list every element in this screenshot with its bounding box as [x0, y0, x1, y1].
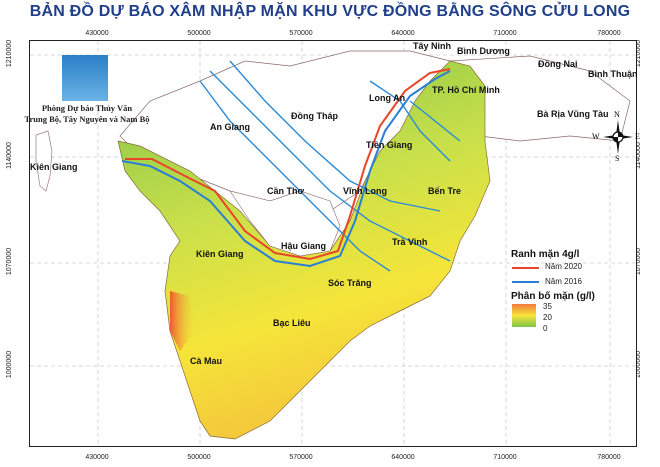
- x-tick: 640000: [391, 30, 415, 37]
- y-tick: 1140000: [5, 142, 13, 169]
- province-label-vinh-long: Vĩnh Long: [343, 186, 387, 196]
- ramp-tick-high: 35: [543, 302, 552, 311]
- province-label-hau-giang: Hậu Giang: [281, 241, 327, 251]
- province-label-ba-ria-vung-tau: Bà Rịa Vũng Tàu: [537, 109, 609, 119]
- province-label-dong-thap: Đồng Tháp: [291, 111, 338, 121]
- legend-2020-label: Năm 2020: [545, 262, 582, 271]
- y-tick: 1210000: [6, 39, 14, 68]
- province-label-can-tho: Cần Thơ: [267, 186, 304, 196]
- ramp-tick-mid: 20: [543, 313, 552, 322]
- legend-distribution-title: Phân bố mặn (g/l): [511, 291, 595, 302]
- x-tick: 570000: [289, 30, 313, 37]
- province-label-binh-duong: Bình Dương: [457, 46, 510, 56]
- province-label-ca-mau: Cà Mau: [190, 356, 223, 366]
- province-label-tay-ninh: Tây Ninh: [413, 41, 452, 51]
- y-tick: 1000000: [6, 350, 14, 379]
- x-tick: 710000: [493, 454, 517, 461]
- legend-2016-label: Năm 2016: [545, 277, 582, 286]
- compass-e: E: [635, 132, 640, 141]
- province-label-bac-lieu: Bạc Liêu: [273, 318, 311, 328]
- ramp-tick-low: 0: [543, 324, 548, 333]
- x-tick: 570000: [289, 454, 313, 461]
- salinity-color-ramp: [512, 304, 536, 327]
- province-label-tp-hcm: TP. Hồ Chí Minh: [432, 85, 500, 95]
- province-label-dong-nai: Đồng Nai: [538, 59, 578, 69]
- map-frame[interactable]: [29, 40, 637, 447]
- province-label-binh-thuan: Bình Thuận: [588, 69, 638, 79]
- boundary-2016-line: [121, 70, 451, 268]
- map-canvas: [30, 41, 636, 446]
- agency-name-line1: Phòng Dự báo Thủy Văn: [41, 103, 133, 113]
- x-tick: 780000: [597, 454, 621, 461]
- x-tick: 500000: [187, 454, 211, 461]
- x-tick: 430000: [85, 454, 109, 461]
- x-tick: 430000: [85, 30, 109, 37]
- y-tick: 1070000: [6, 247, 14, 276]
- map-title: BẢN ĐỒ DỰ BÁO XÂM NHẬP MẶN KHU VỰC ĐỒNG …: [29, 3, 631, 20]
- province-label-kien-giang-island: Kiên Giang: [30, 162, 78, 172]
- compass-icon: [603, 120, 633, 154]
- legend-2016-swatch: [512, 281, 539, 283]
- province-label-tien-giang: Tiền Giang: [366, 140, 413, 150]
- x-tick: 640000: [391, 454, 415, 461]
- province-label-ben-tre: Bến Tre: [428, 186, 462, 196]
- x-tick: 710000: [493, 30, 517, 37]
- compass-n: N: [614, 110, 620, 119]
- province-label-soc-trang: Sóc Trăng: [328, 278, 372, 288]
- legend-2020-swatch: [512, 267, 539, 269]
- rivers: [199, 60, 461, 272]
- boundary-2020-line: [125, 68, 451, 261]
- province-label-an-giang: An Giang: [210, 122, 250, 132]
- kttv-logo-icon: [62, 55, 108, 101]
- compass-s: S: [615, 154, 620, 163]
- province-label-tra-vinh: Trà Vinh: [392, 237, 428, 247]
- agency-name-line2: Trung Bộ, Tây Nguyên và Nam Bộ: [24, 114, 150, 124]
- compass-w: W: [592, 132, 600, 141]
- x-tick: 500000: [187, 30, 211, 37]
- compass-rose: N S W E: [592, 110, 640, 163]
- legend-boundary-title: Ranh mặn 4g/l: [511, 249, 580, 260]
- x-tick: 780000: [597, 30, 621, 37]
- province-label-long-an: Long An: [369, 93, 406, 103]
- province-label-kien-giang: Kiên Giang: [196, 249, 244, 259]
